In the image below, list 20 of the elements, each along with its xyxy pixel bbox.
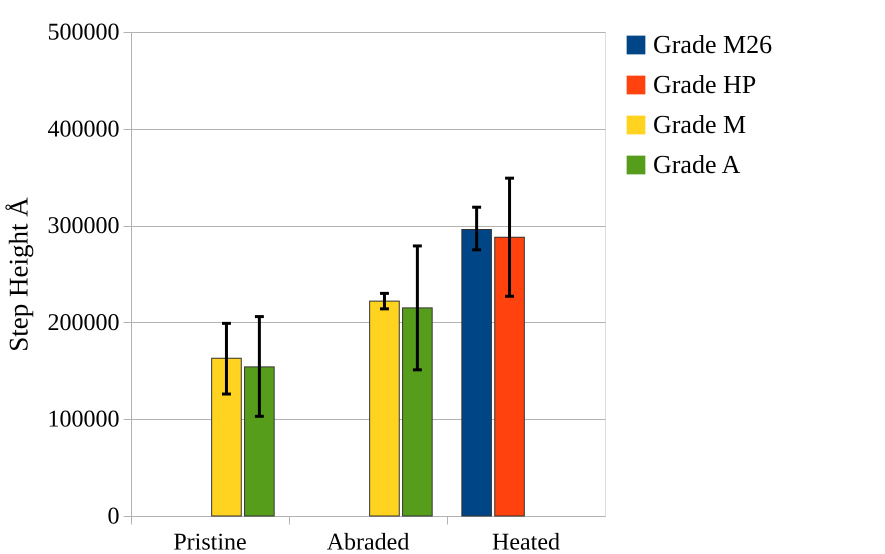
x-tick-label: Pristine (173, 530, 247, 554)
legend-label: Grade M (653, 110, 746, 139)
bar (369, 300, 400, 516)
y-tick-label: 300000 (48, 213, 120, 240)
y-tick-label: 100000 (48, 406, 120, 433)
legend-label: Grade M26 (653, 30, 772, 59)
bar (461, 228, 492, 516)
x-tick-label: Heated (492, 530, 560, 554)
bar (402, 307, 433, 516)
bar (494, 236, 525, 516)
y-axis-title: Step Height Å (4, 196, 34, 352)
y-tick-label: 500000 (48, 20, 120, 46)
bar (211, 358, 242, 516)
legend-label: Grade A (653, 150, 741, 179)
y-tick-label: 200000 (48, 310, 120, 336)
legend-label: Grade HP (653, 70, 756, 99)
bar (244, 366, 275, 516)
y-tick-label: 400000 (48, 116, 120, 142)
x-tick-label: Abraded (326, 530, 410, 554)
y-tick-label: 0 (108, 504, 120, 530)
